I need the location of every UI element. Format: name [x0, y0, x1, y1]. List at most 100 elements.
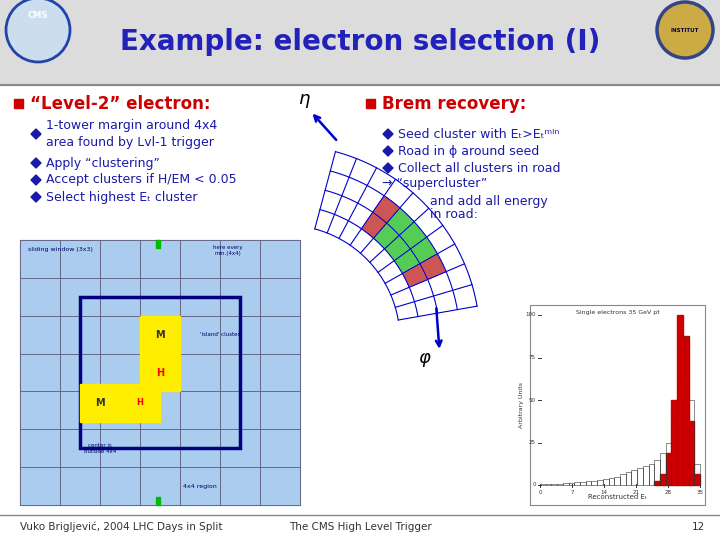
- Text: 7: 7: [570, 490, 574, 495]
- Bar: [156, 240, 160, 248]
- Bar: [585, 481, 591, 485]
- Bar: [575, 482, 580, 485]
- Text: 35: 35: [696, 490, 703, 495]
- Polygon shape: [31, 158, 41, 168]
- Bar: [14, 99, 23, 108]
- Polygon shape: [395, 249, 420, 274]
- Text: 50: 50: [529, 397, 536, 402]
- Polygon shape: [374, 223, 400, 249]
- Bar: [694, 464, 700, 485]
- Bar: [546, 484, 552, 485]
- Bar: [660, 474, 666, 485]
- Text: Select highest Eₜ cluster: Select highest Eₜ cluster: [46, 191, 197, 204]
- Bar: [654, 481, 660, 485]
- Text: The CMS High Level Trigger: The CMS High Level Trigger: [289, 522, 431, 532]
- Text: and add all energy: and add all energy: [430, 195, 548, 208]
- Text: H: H: [156, 368, 164, 377]
- Text: “Level-2” electron:: “Level-2” electron:: [30, 95, 210, 113]
- Bar: [660, 453, 666, 485]
- Bar: [557, 483, 563, 485]
- Polygon shape: [383, 129, 393, 139]
- Text: 'island' cluster: 'island' cluster: [200, 332, 240, 337]
- Bar: [631, 470, 637, 485]
- Text: Road in ϕ around seed: Road in ϕ around seed: [398, 145, 539, 158]
- Polygon shape: [410, 237, 437, 264]
- Text: 12: 12: [692, 522, 705, 532]
- Polygon shape: [373, 196, 400, 223]
- Bar: [569, 483, 575, 485]
- Polygon shape: [361, 212, 387, 238]
- Bar: [597, 480, 603, 485]
- Bar: [649, 464, 654, 485]
- Bar: [666, 442, 672, 485]
- Polygon shape: [384, 235, 410, 261]
- Text: CMS: CMS: [28, 11, 48, 21]
- Bar: [563, 483, 569, 485]
- Text: Brem recovery:: Brem recovery:: [382, 95, 526, 113]
- Bar: [140, 354, 180, 391]
- Bar: [694, 474, 700, 485]
- Bar: [643, 466, 649, 485]
- Bar: [80, 297, 240, 448]
- Bar: [603, 478, 608, 485]
- Bar: [80, 384, 120, 422]
- Text: 0: 0: [539, 490, 541, 495]
- Text: here every
min.(4x4): here every min.(4x4): [213, 245, 243, 256]
- Bar: [552, 484, 557, 485]
- Polygon shape: [420, 254, 446, 279]
- Polygon shape: [402, 264, 428, 287]
- Bar: [614, 476, 620, 485]
- Bar: [530, 305, 705, 505]
- Text: Seed cluster with Eₜ>Eₜᵐᴵⁿ: Seed cluster with Eₜ>Eₜᵐᴵⁿ: [398, 127, 559, 140]
- Text: INSTITUT: INSTITUT: [671, 28, 699, 32]
- Bar: [0, 0, 720, 85]
- Text: 75: 75: [529, 355, 536, 360]
- Bar: [591, 481, 597, 485]
- Bar: [688, 400, 694, 485]
- Text: φ: φ: [418, 348, 430, 367]
- Text: Reconstructed Eₜ: Reconstructed Eₜ: [588, 494, 647, 500]
- Bar: [672, 421, 677, 485]
- Bar: [366, 99, 375, 108]
- Text: in road:: in road:: [430, 208, 478, 221]
- Bar: [677, 379, 683, 485]
- Bar: [654, 460, 660, 485]
- Text: 21: 21: [632, 490, 639, 495]
- Bar: [626, 472, 631, 485]
- Bar: [156, 497, 160, 505]
- Polygon shape: [31, 192, 41, 202]
- Polygon shape: [387, 208, 414, 235]
- Bar: [20, 240, 300, 505]
- Text: Apply “clustering”: Apply “clustering”: [46, 157, 160, 170]
- Bar: [580, 482, 585, 485]
- Text: M: M: [95, 398, 105, 408]
- Text: Arbitrary Units: Arbitrary Units: [520, 382, 524, 428]
- Text: Vuko Brigljević, 2004 LHC Days in Split: Vuko Brigljević, 2004 LHC Days in Split: [20, 522, 222, 532]
- Text: M: M: [156, 329, 165, 340]
- Bar: [688, 421, 694, 485]
- Text: Example: electron selection (I): Example: electron selection (I): [120, 29, 600, 57]
- Text: 14: 14: [600, 490, 608, 495]
- Text: sliding window (3x3): sliding window (3x3): [27, 247, 92, 252]
- Text: 1-tower margin around 4x4
area found by Lvl-1 trigger: 1-tower margin around 4x4 area found by …: [46, 119, 217, 149]
- Polygon shape: [383, 163, 393, 173]
- Text: 25: 25: [529, 440, 536, 445]
- Circle shape: [657, 2, 713, 58]
- Text: center is
outside 4x4: center is outside 4x4: [84, 443, 116, 454]
- Circle shape: [6, 0, 70, 62]
- Bar: [530, 305, 705, 505]
- Text: η: η: [299, 90, 310, 108]
- Bar: [677, 315, 683, 485]
- Bar: [540, 484, 546, 485]
- Bar: [666, 453, 672, 485]
- Text: → “supercluster”: → “supercluster”: [382, 178, 487, 191]
- Bar: [683, 336, 688, 485]
- Bar: [608, 477, 614, 485]
- Polygon shape: [400, 222, 426, 249]
- Bar: [672, 400, 677, 485]
- Text: Accept clusters if H/EM < 0.05: Accept clusters if H/EM < 0.05: [46, 173, 237, 186]
- Bar: [620, 474, 626, 485]
- Polygon shape: [383, 146, 393, 156]
- Text: Collect all clusters in road: Collect all clusters in road: [398, 161, 560, 174]
- Text: 0: 0: [533, 483, 536, 488]
